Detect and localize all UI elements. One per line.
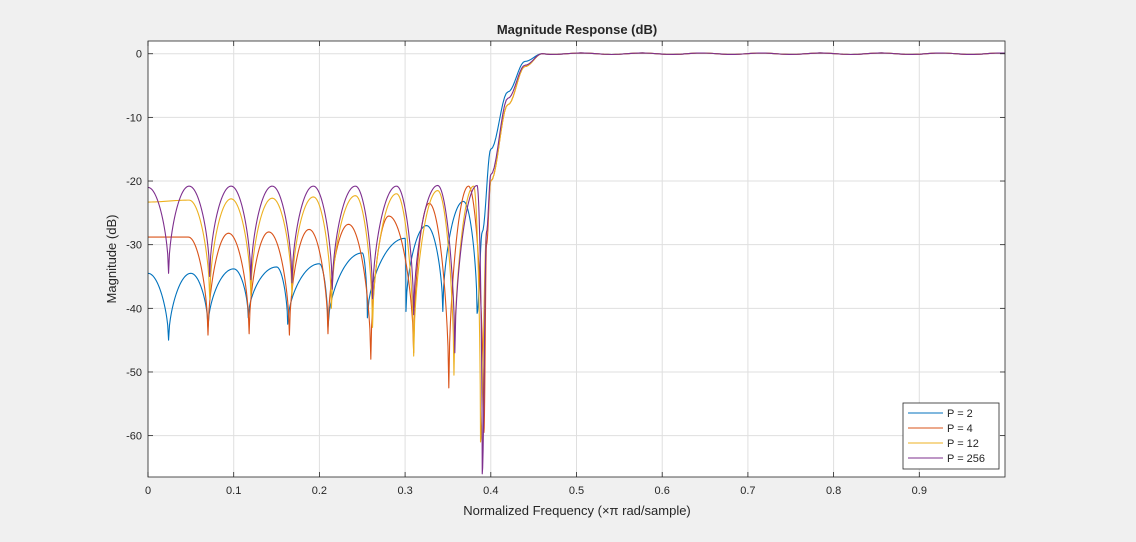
y-tick-label: -30 xyxy=(126,240,142,252)
y-tick-label: -10 xyxy=(126,112,142,124)
x-tick-label: 0.6 xyxy=(655,485,670,497)
series-line-p12 xyxy=(148,52,1005,443)
x-tick-label: 0.4 xyxy=(483,485,498,497)
x-tick-label: 0.5 xyxy=(569,485,584,497)
series-line-p256 xyxy=(148,52,1005,475)
series-layer xyxy=(148,52,1005,475)
x-tick-label: 0.2 xyxy=(312,485,327,497)
y-axis-title: Magnitude (dB) xyxy=(104,215,119,304)
legend-entry: P = 4 xyxy=(947,423,973,435)
x-tick-label: 0.7 xyxy=(740,485,755,497)
legend: P = 2 P = 4 P = 12 P = 256 xyxy=(902,402,1000,470)
grid xyxy=(147,41,1005,477)
x-axis-title: Normalized Frequency (×π rad/sample) xyxy=(463,503,691,518)
legend-entry: P = 256 xyxy=(947,453,985,465)
x-tick-label: 0.3 xyxy=(397,485,412,497)
y-tick-label: -50 xyxy=(126,367,142,379)
y-tick-label: -20 xyxy=(126,176,142,188)
series-line-p2 xyxy=(148,52,1005,341)
legend-entry: P = 2 xyxy=(947,408,973,420)
legend-entry: P = 12 xyxy=(947,438,979,450)
y-tick-label: -60 xyxy=(126,431,142,443)
x-tick-label: 0.1 xyxy=(226,485,241,497)
y-tick-label: 0 xyxy=(136,49,142,61)
x-tick-label: 0 xyxy=(145,485,151,497)
x-tick-label: 0.9 xyxy=(912,485,927,497)
y-tick-label: -40 xyxy=(126,303,142,315)
x-tick-label: 0.8 xyxy=(826,485,841,497)
chart-title: Magnitude Response (dB) xyxy=(497,22,657,37)
ticks: 0 0.1 0.2 0.3 0.4 0.5 0.6 0.7 0.8 0.9 0 -10 -20 -30 -4… xyxy=(126,41,1005,497)
